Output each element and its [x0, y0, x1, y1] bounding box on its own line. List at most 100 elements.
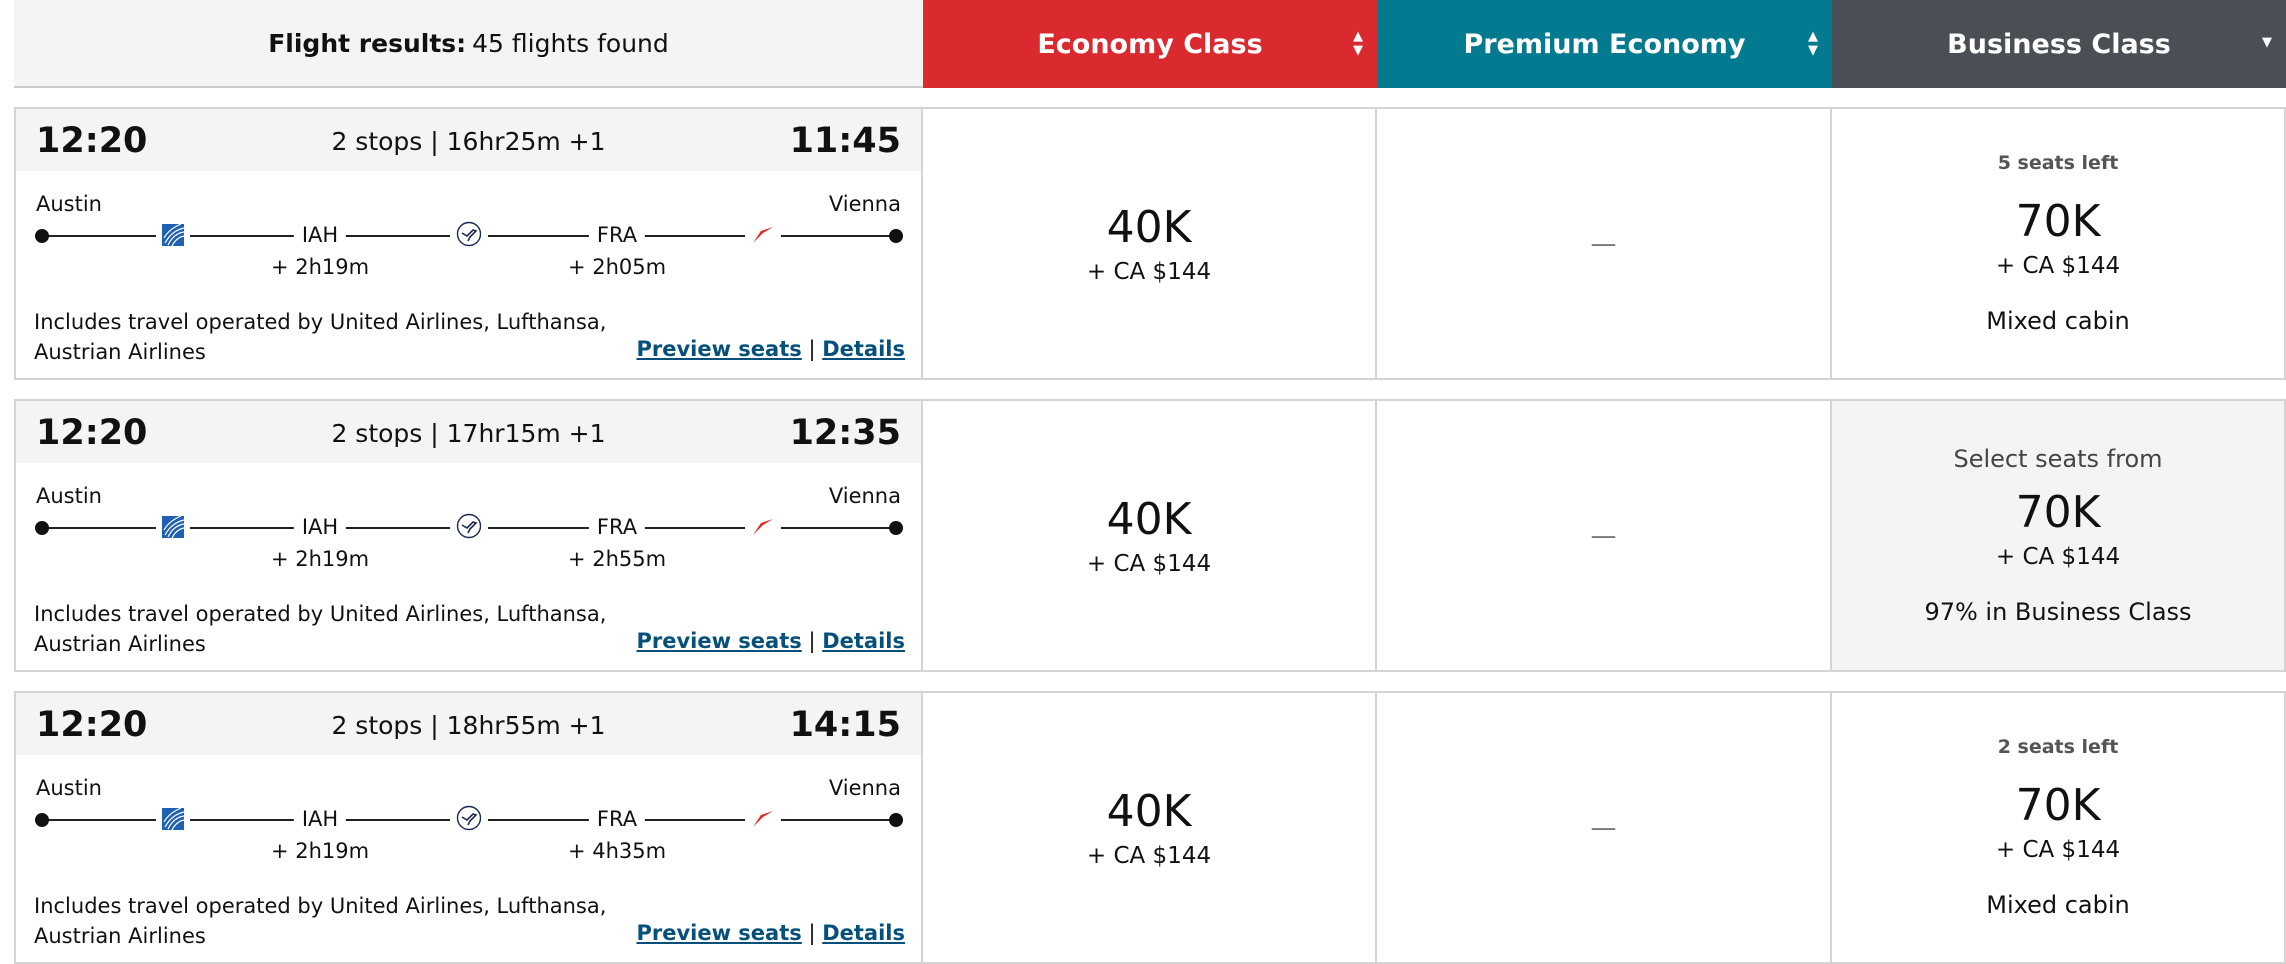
itinerary-panel: 12:20 2 stops | 17hr15m +1 12:35 Austin … [14, 399, 923, 672]
austrian-arrow-icon [745, 517, 781, 541]
preview-seats-link[interactable]: Preview seats [636, 921, 802, 945]
unavailable-dash: — [1590, 228, 1617, 259]
itinerary-panel: 12:20 2 stops | 16hr25m +1 11:45 Austin … [14, 107, 923, 380]
arrival-time: 12:35 [789, 413, 901, 453]
link-separator: | [808, 337, 816, 361]
origin-dot [35, 521, 49, 535]
departure-time: 12:20 [36, 121, 148, 161]
layover-duration: + 2h19m [270, 255, 370, 279]
united-globe-icon [156, 807, 190, 834]
cabin-label: Business Class [1947, 28, 2171, 60]
results-label: Flight results: [268, 28, 467, 58]
austrian-arrow-icon [745, 809, 781, 833]
row-links: Preview seats | Details [636, 629, 905, 653]
united-globe-icon [156, 515, 190, 542]
flight-results-header: Flight results: 45 flights found [14, 0, 923, 88]
row-links: Preview seats | Details [636, 337, 905, 361]
seats-left: 2 seats left [1997, 736, 2119, 758]
sort-down-icon[interactable]: ▼ [2262, 35, 2272, 50]
economy-fare[interactable]: 40K + CA $144 [923, 691, 1377, 964]
cabin-label: Economy Class [1037, 28, 1263, 60]
fare-taxes: + CA $144 [1086, 843, 1212, 869]
cabin-header-premium[interactable]: Premium Economy ▲ ▼ [1377, 0, 1832, 88]
stops-duration: 2 stops | 17hr15m +1 [331, 419, 606, 448]
origin-city: Austin [36, 776, 102, 800]
flight-row[interactable]: 12:20 2 stops | 17hr15m +1 12:35 Austin … [14, 399, 2286, 672]
economy-fare[interactable]: 40K + CA $144 [923, 107, 1377, 380]
layover-duration: + 2h19m [270, 839, 370, 863]
sort-arrows-icon[interactable]: ▲ ▼ [1808, 29, 1818, 58]
fare-points: 40K [1106, 494, 1192, 545]
stop-airport: IAH [293, 515, 347, 539]
united-globe-icon [156, 223, 190, 250]
lufthansa-crane-icon [450, 805, 488, 835]
seats-left: 5 seats left [1997, 152, 2119, 174]
row-links: Preview seats | Details [636, 921, 905, 945]
cabin-note: Mixed cabin [1986, 307, 2130, 335]
flight-row[interactable]: 12:20 2 stops | 18hr55m +1 14:15 Austin … [14, 691, 2286, 964]
details-link[interactable]: Details [822, 921, 905, 945]
origin-dot [35, 813, 49, 827]
details-link[interactable]: Details [822, 629, 905, 653]
layover-duration: + 2h55m [567, 547, 667, 571]
premium-economy-fare: — [1377, 399, 1832, 672]
fare-taxes: + CA $144 [1086, 259, 1212, 285]
destination-dot [889, 229, 903, 243]
fare-points: 70K [2015, 780, 2101, 831]
origin-city: Austin [36, 484, 102, 508]
destination-city: Vienna [828, 776, 901, 800]
link-separator: | [808, 921, 816, 945]
operated-by: Includes travel operated by United Airli… [34, 310, 607, 364]
layover-duration: + 4h35m [567, 839, 667, 863]
business-fare[interactable]: Select seats from 70K + CA $144 97% in B… [1832, 399, 2286, 672]
stop-airport: IAH [293, 223, 347, 247]
business-fare[interactable]: 2 seats left 70K + CA $144 Mixed cabin [1832, 691, 2286, 964]
operated-by: Includes travel operated by United Airli… [34, 602, 607, 656]
fare-taxes: + CA $144 [1995, 837, 2121, 863]
details-link[interactable]: Details [822, 337, 905, 361]
origin-dot [35, 229, 49, 243]
fare-points: 70K [2015, 196, 2101, 247]
preview-seats-link[interactable]: Preview seats [636, 629, 802, 653]
link-separator: | [808, 629, 816, 653]
origin-city: Austin [36, 192, 102, 216]
austrian-arrow-icon [745, 225, 781, 249]
stop-airport: FRA [588, 515, 646, 539]
destination-dot [889, 521, 903, 535]
premium-economy-fare: — [1377, 691, 1832, 964]
operated-by: Includes travel operated by United Airli… [34, 894, 607, 948]
departure-time: 12:20 [36, 413, 148, 453]
premium-economy-fare: — [1377, 107, 1832, 380]
destination-city: Vienna [828, 484, 901, 508]
arrival-time: 14:15 [789, 705, 901, 745]
results-count: 45 flights found [472, 28, 669, 58]
stops-duration: 2 stops | 18hr55m +1 [331, 711, 606, 740]
business-fare[interactable]: 5 seats left 70K + CA $144 Mixed cabin [1832, 107, 2286, 380]
departure-time: 12:20 [36, 705, 148, 745]
cabin-label: Premium Economy [1463, 28, 1746, 60]
stops-duration: 2 stops | 16hr25m +1 [331, 127, 606, 156]
stop-airport: IAH [293, 807, 347, 831]
fare-points: 40K [1106, 786, 1192, 837]
flight-row[interactable]: 12:20 2 stops | 16hr25m +1 11:45 Austin … [14, 107, 2286, 380]
destination-dot [889, 813, 903, 827]
arrival-time: 11:45 [789, 121, 901, 161]
select-seats-label: Select seats from [1953, 445, 2163, 473]
cabin-header-economy[interactable]: Economy Class ▲ ▼ [923, 0, 1377, 88]
itinerary-summary-band [16, 693, 921, 755]
lufthansa-crane-icon [450, 513, 488, 543]
stop-airport: FRA [588, 223, 646, 247]
itinerary-summary-band [16, 401, 921, 463]
layover-duration: + 2h05m [567, 255, 667, 279]
unavailable-dash: — [1590, 520, 1617, 551]
cabin-header-business[interactable]: Business Class ▼ [1832, 0, 2286, 88]
sort-arrows-icon[interactable]: ▲ ▼ [1353, 29, 1363, 58]
itinerary-summary-band [16, 109, 921, 171]
fare-points: 40K [1106, 202, 1192, 253]
lufthansa-crane-icon [450, 221, 488, 251]
economy-fare[interactable]: 40K + CA $144 [923, 399, 1377, 672]
destination-city: Vienna [828, 192, 901, 216]
preview-seats-link[interactable]: Preview seats [636, 337, 802, 361]
fare-taxes: + CA $144 [1995, 253, 2121, 279]
unavailable-dash: — [1590, 812, 1617, 843]
